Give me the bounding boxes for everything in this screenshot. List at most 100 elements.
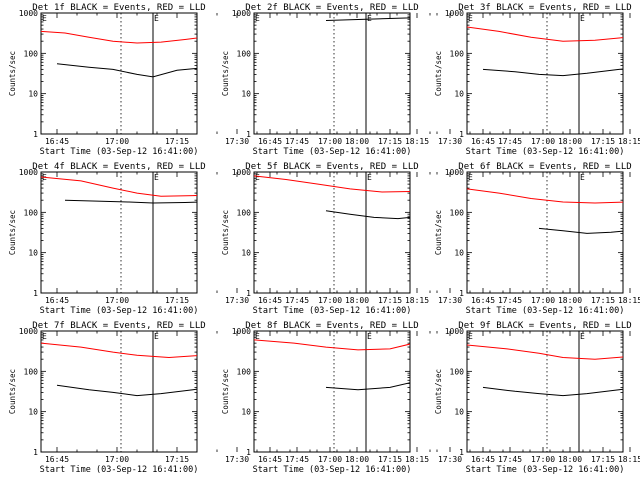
series-group bbox=[467, 344, 623, 397]
lld-series-line bbox=[254, 175, 410, 193]
interval-flag-letter: E bbox=[468, 173, 473, 182]
interval-flag-letter: E bbox=[154, 332, 159, 341]
y-tick-label: 1 bbox=[246, 289, 251, 298]
x-tick-label: 17:15 bbox=[378, 455, 402, 464]
y-tick-label: 1000 bbox=[232, 9, 251, 18]
series-group bbox=[254, 175, 410, 220]
x-tick-label: 17:00 bbox=[318, 137, 342, 146]
events-series-line bbox=[325, 17, 410, 21]
events-series-line bbox=[325, 382, 410, 391]
y-tick-label: 1000 bbox=[232, 327, 251, 336]
interval-flag-letter: E bbox=[255, 173, 260, 182]
plot-frame bbox=[40, 330, 198, 453]
interval-flag-letter: E bbox=[580, 332, 585, 341]
y-tick-label: 1000 bbox=[445, 327, 464, 336]
x-tick-label: 17:30 bbox=[438, 137, 462, 146]
x-tick-label: 17:30 bbox=[225, 296, 249, 305]
y-tick-label: 1 bbox=[246, 130, 251, 139]
x-axis-label: Start Time (03-Sep-12 16:41:00) bbox=[466, 306, 625, 316]
x-tick-label: 18:15 bbox=[405, 137, 429, 146]
x-tick-label: 16:45 bbox=[471, 137, 495, 146]
detector-panel-4: Det 4f BLACK = Events, RED = LLD 1 10 100 10… bbox=[8, 162, 438, 316]
x-tick-label: 17:30 bbox=[225, 137, 249, 146]
detector-panel-2: Det 2f BLACK = Events, RED = LLD 1 10 100 10… bbox=[221, 3, 640, 157]
interval-flag-letter: E bbox=[580, 14, 585, 23]
x-tick-label: 17:00 bbox=[105, 137, 129, 146]
y-tick-label: 1000 bbox=[232, 168, 251, 177]
x-axis-label: Start Time (03-Sep-12 16:41:00) bbox=[40, 147, 199, 157]
y-axis-label: Counts/sec bbox=[8, 369, 17, 414]
x-tick-label: 17:45 bbox=[285, 455, 309, 464]
series-group bbox=[467, 188, 623, 234]
x-tick-label: 17:15 bbox=[591, 296, 615, 305]
events-series-line bbox=[56, 384, 197, 397]
x-tick-label: 18:15 bbox=[618, 296, 640, 305]
interval-flag-letter: E bbox=[154, 14, 159, 23]
lld-series-line bbox=[41, 176, 197, 197]
x-tick-label: 17:15 bbox=[165, 296, 189, 305]
x-axis-label: Start Time (03-Sep-12 16:41:00) bbox=[253, 147, 412, 157]
series-group bbox=[41, 342, 197, 397]
interval-flag-letter: E bbox=[367, 14, 372, 23]
detector-panel-9: Det 9f BLACK = Events, RED = LLD 1 10 100 10… bbox=[434, 321, 632, 475]
x-tick-label: 18:00 bbox=[558, 296, 582, 305]
x-tick-label: 17:30 bbox=[438, 296, 462, 305]
x-tick-label: 18:00 bbox=[345, 137, 369, 146]
detector-panel-1: Det 1f BLACK = Events, RED = LLD 1 10 100 10… bbox=[8, 3, 438, 157]
series-group bbox=[254, 339, 410, 391]
y-tick-label: 1 bbox=[459, 130, 464, 139]
x-tick-label: 17:45 bbox=[498, 137, 522, 146]
x-axis-label: Start Time (03-Sep-12 16:41:00) bbox=[40, 465, 199, 475]
interval-flag-letter: E bbox=[367, 173, 372, 182]
interval-flag-letter: E bbox=[42, 14, 47, 23]
y-tick-label: 1 bbox=[246, 448, 251, 457]
y-axis-label: Counts/sec bbox=[8, 210, 17, 255]
panel-title: Det 2f BLACK = Events, RED = LLD bbox=[245, 3, 418, 13]
x-tick-label: 17:00 bbox=[531, 296, 555, 305]
x-tick-label: 17:00 bbox=[531, 137, 555, 146]
events-series-line bbox=[56, 63, 197, 78]
x-tick-label: 17:15 bbox=[378, 296, 402, 305]
x-tick-label: 17:15 bbox=[165, 137, 189, 146]
panel-title: Det 5f BLACK = Events, RED = LLD bbox=[245, 162, 418, 172]
x-tick-label: 16:45 bbox=[258, 137, 282, 146]
y-tick-label: 1000 bbox=[19, 168, 38, 177]
y-tick-label: 10 bbox=[28, 249, 38, 258]
detector-panel-8: Det 8f BLACK = Events, RED = LLD 1 10 100 10… bbox=[221, 321, 640, 475]
plot-frame bbox=[40, 171, 198, 294]
x-tick-label: 17:45 bbox=[285, 137, 309, 146]
x-axis-label: Start Time (03-Sep-12 16:41:00) bbox=[253, 306, 412, 316]
y-axis-label: Counts/sec bbox=[221, 51, 230, 96]
panel-title: Det 4f BLACK = Events, RED = LLD bbox=[32, 162, 205, 172]
x-tick-label: 18:15 bbox=[405, 455, 429, 464]
plot-frame bbox=[466, 330, 624, 453]
x-tick-label: 16:45 bbox=[258, 455, 282, 464]
x-tick-label: 17:15 bbox=[591, 455, 615, 464]
y-tick-label: 1 bbox=[459, 448, 464, 457]
interval-flag-letter: E bbox=[468, 14, 473, 23]
detector-panel-3: Det 3f BLACK = Events, RED = LLD 1 10 100 10… bbox=[434, 3, 632, 157]
events-series-line bbox=[538, 227, 623, 234]
y-tick-label: 100 bbox=[24, 49, 39, 58]
y-tick-label: 100 bbox=[450, 49, 465, 58]
plot-frame bbox=[40, 12, 198, 135]
x-axis-label: Start Time (03-Sep-12 16:41:00) bbox=[253, 465, 412, 475]
y-tick-label: 1 bbox=[33, 130, 38, 139]
panel-title: Det 7f BLACK = Events, RED = LLD bbox=[32, 321, 205, 331]
x-tick-label: 16:45 bbox=[45, 455, 69, 464]
y-tick-label: 10 bbox=[241, 249, 251, 258]
y-tick-label: 1 bbox=[459, 289, 464, 298]
x-tick-label: 17:45 bbox=[498, 455, 522, 464]
events-series-line bbox=[325, 210, 410, 220]
series-group bbox=[467, 26, 623, 77]
y-tick-label: 100 bbox=[450, 367, 465, 376]
panel-title: Det 9f BLACK = Events, RED = LLD bbox=[458, 321, 631, 331]
y-tick-label: 1 bbox=[33, 448, 38, 457]
x-tick-label: 17:00 bbox=[105, 455, 129, 464]
plot-frame bbox=[253, 171, 411, 294]
plot-frame bbox=[253, 330, 411, 453]
detector-panel-7: Det 7f BLACK = Events, RED = LLD 1 10 100 10… bbox=[8, 321, 438, 475]
plot-frame bbox=[466, 171, 624, 294]
y-tick-label: 100 bbox=[450, 208, 465, 217]
x-tick-label: 17:15 bbox=[165, 455, 189, 464]
